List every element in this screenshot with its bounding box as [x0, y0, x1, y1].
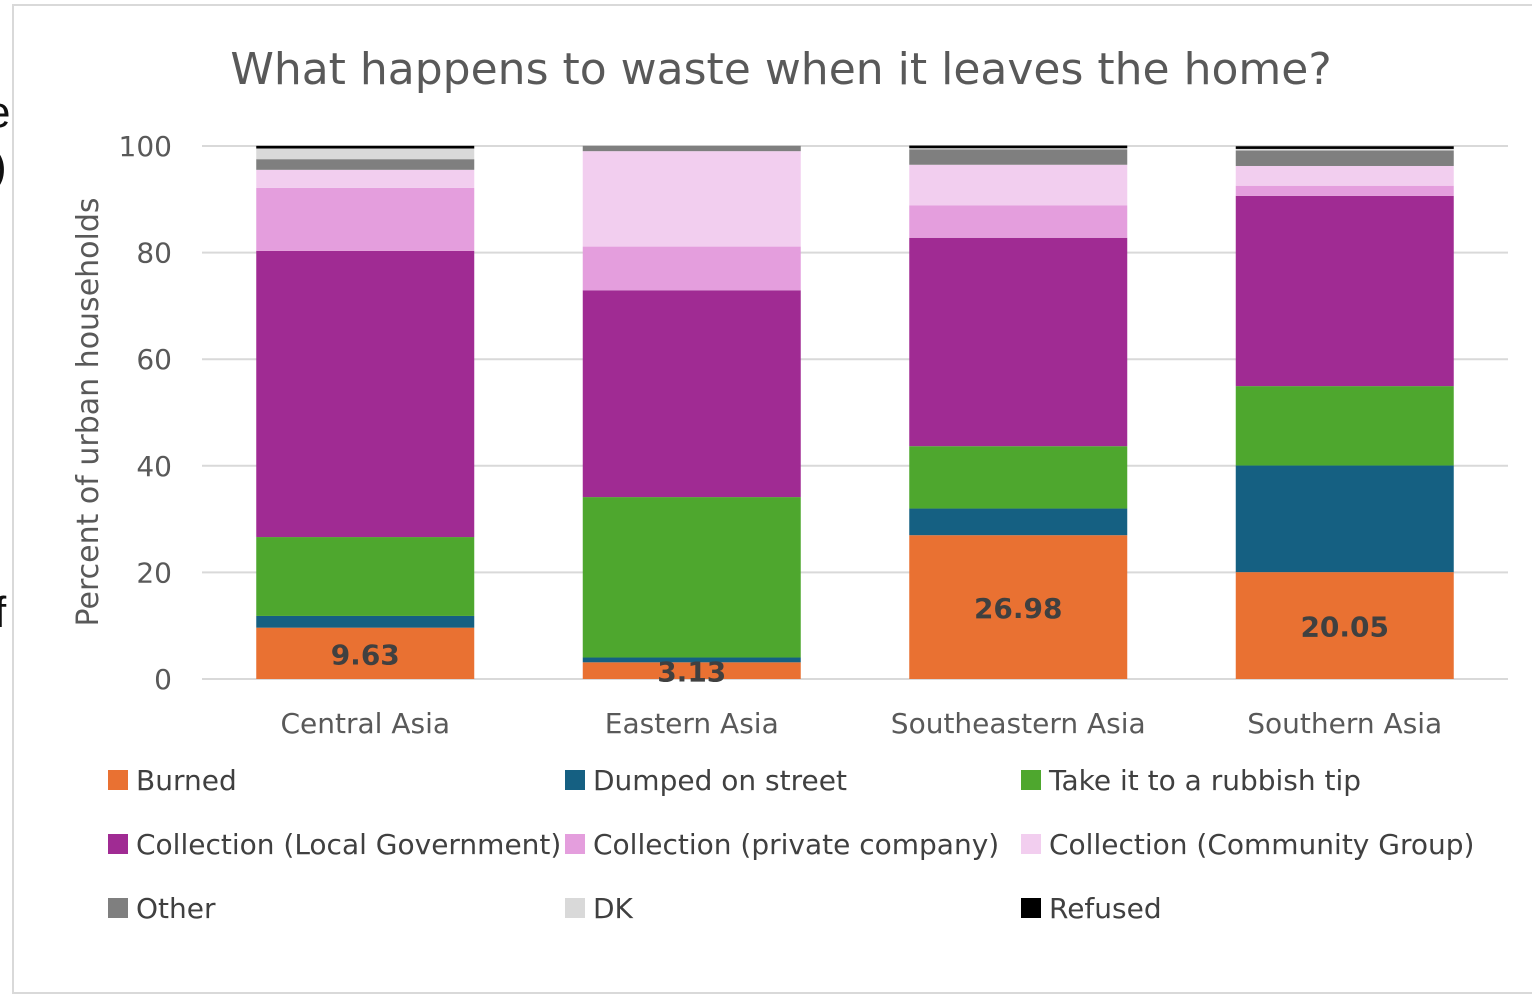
legend-item: Burned	[108, 760, 237, 800]
stacked-bar-chart: What happens to waste when it leaves the…	[71, 44, 1508, 740]
bar-segment	[256, 250, 475, 538]
bar-segment	[582, 145, 801, 152]
bar-segment	[256, 627, 475, 679]
bar-segment	[1235, 150, 1454, 166]
bar-segment	[582, 497, 801, 658]
data-labels: 9.63 3.13 26.98 20.05	[331, 592, 1389, 689]
legend-item: DK	[565, 888, 633, 928]
bar-segment	[256, 187, 475, 251]
legend-item: Other	[108, 888, 216, 928]
bar-segment	[582, 657, 801, 663]
legend: Burned Dumped on street Take it to a rubbi…	[108, 764, 1508, 960]
edge-glyph: f	[0, 588, 7, 637]
chart-title: What happens to waste when it leaves the…	[230, 44, 1331, 95]
bar-segment	[256, 169, 475, 188]
bar-segment	[582, 151, 801, 247]
x-tick-label: Eastern Asia	[605, 707, 779, 740]
x-tick-label: Central Asia	[280, 707, 450, 740]
edge-glyph: )	[0, 142, 7, 192]
bar-segment	[256, 148, 475, 160]
data-label: 26.98	[974, 592, 1063, 625]
legend-label: Refused	[1049, 891, 1162, 925]
legend-swatch	[1021, 770, 1041, 790]
data-label: 20.05	[1300, 611, 1389, 644]
bar-segment	[1235, 386, 1454, 466]
y-tick-label: 60	[136, 343, 172, 376]
legend-item: Take it to a rubbish tip	[1021, 760, 1361, 800]
legend-label: Other	[136, 891, 216, 925]
bar-segment	[909, 164, 1128, 206]
legend-item: Collection (Community Group)	[1021, 824, 1474, 864]
bar-segment	[909, 149, 1128, 165]
y-axis-ticks: 0 20 40 60 80 100	[119, 130, 172, 696]
cropped-edge-text: e ) f	[0, 88, 16, 688]
bar-segment	[1235, 165, 1454, 186]
legend-item: Collection (private company)	[565, 824, 999, 864]
legend-swatch	[565, 770, 585, 790]
bar-segment	[909, 446, 1128, 509]
bar-segment	[1235, 572, 1454, 679]
legend-label: Burned	[136, 763, 237, 797]
legend-swatch	[108, 834, 128, 854]
legend-label: DK	[593, 891, 633, 925]
data-label: 3.13	[657, 656, 726, 689]
x-tick-label: Southeastern Asia	[891, 707, 1146, 740]
bar-segment	[1235, 148, 1454, 151]
legend-item: Collection (Local Government)	[108, 824, 561, 864]
y-axis-label: Percent of urban households	[71, 197, 106, 626]
bar-segment	[909, 508, 1128, 536]
legend-swatch	[108, 898, 128, 918]
legend-label: Collection (Community Group)	[1049, 827, 1475, 861]
bar-segment	[1235, 185, 1454, 196]
legend-swatch	[1021, 898, 1041, 918]
y-tick-label: 100	[119, 130, 172, 163]
bar-segment	[909, 148, 1128, 150]
bar-segment	[256, 145, 475, 149]
bar-segment	[909, 535, 1128, 679]
legend-label: Collection (Local Government)	[136, 827, 562, 861]
legend-label: Take it to a rubbish tip	[1049, 763, 1362, 797]
bar-segment	[909, 205, 1128, 238]
data-label: 9.63	[331, 638, 400, 671]
bar-segment	[582, 246, 801, 291]
bar-segment	[1235, 465, 1454, 573]
legend-item: Dumped on street	[565, 760, 847, 800]
bar-segment	[909, 145, 1128, 149]
legend-swatch	[108, 770, 128, 790]
x-tick-label: Southern Asia	[1247, 707, 1442, 740]
bar-segment	[582, 662, 801, 679]
bar-segment	[909, 237, 1128, 447]
x-axis-ticks: Central Asia Eastern Asia Southeastern Asi…	[280, 707, 1442, 740]
y-tick-label: 40	[136, 450, 172, 483]
bar-segment	[582, 290, 801, 498]
y-tick-label: 0	[154, 663, 172, 696]
legend-swatch	[565, 898, 585, 918]
bars	[256, 145, 1454, 679]
legend-swatch	[1021, 834, 1041, 854]
legend-label: Dumped on street	[593, 763, 847, 797]
legend-item: Refused	[1021, 888, 1162, 928]
bar-segment	[256, 537, 475, 616]
legend-swatch	[565, 834, 585, 854]
bar-segment	[1235, 195, 1454, 387]
y-tick-label: 80	[136, 237, 172, 270]
legend-label: Collection (private company)	[593, 827, 1000, 861]
y-tick-label: 20	[136, 556, 172, 589]
bar-segment	[1235, 146, 1454, 149]
bar-segment	[256, 159, 475, 170]
bar-segment	[256, 615, 475, 628]
edge-glyph: e	[0, 88, 10, 138]
